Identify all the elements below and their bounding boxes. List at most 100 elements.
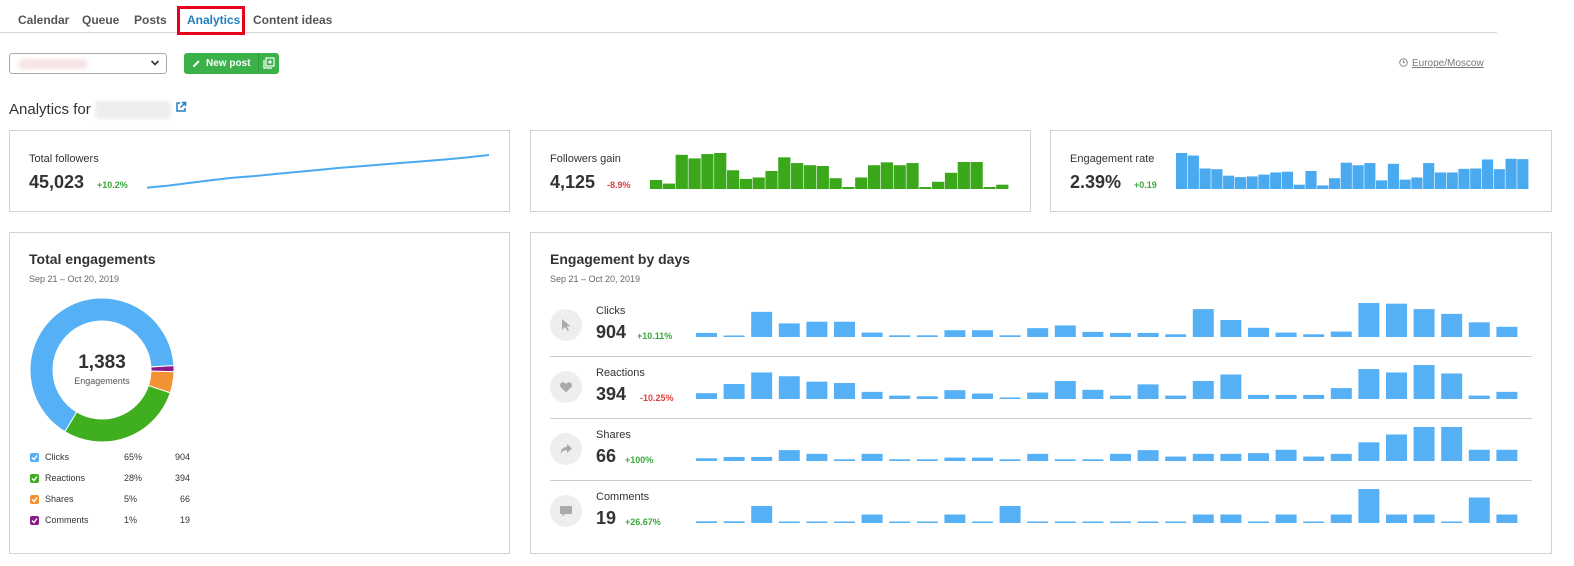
reactions-day-bar[interactable] bbox=[696, 393, 717, 399]
reactions-day-bar[interactable] bbox=[1413, 365, 1435, 399]
followers-gain-bar[interactable] bbox=[906, 163, 919, 189]
reactions-day-bar[interactable] bbox=[751, 372, 773, 399]
reactions-day-bar[interactable] bbox=[806, 381, 828, 399]
shares-day-bar[interactable] bbox=[723, 456, 745, 461]
clicks-day-bar[interactable] bbox=[1441, 313, 1463, 337]
followers-gain-bar[interactable] bbox=[701, 154, 714, 189]
comments-day-bar[interactable] bbox=[1303, 521, 1325, 524]
reactions-day-bar[interactable] bbox=[972, 393, 993, 399]
reactions-day-bar[interactable] bbox=[916, 396, 938, 399]
clicks-day-bar[interactable] bbox=[861, 332, 883, 337]
timezone-link[interactable]: Europe/Moscow bbox=[1399, 58, 1484, 69]
engagement-rate-bar[interactable] bbox=[1481, 159, 1494, 189]
checkbox-icon[interactable] bbox=[30, 474, 39, 483]
engagement-rate-bar[interactable] bbox=[1187, 155, 1199, 189]
comments-day-bar[interactable] bbox=[861, 514, 883, 524]
engagement-rate-bar[interactable] bbox=[1293, 184, 1305, 189]
clicks-day-bar[interactable] bbox=[1468, 322, 1490, 337]
engagement-rate-bar[interactable] bbox=[1446, 172, 1458, 189]
reactions-day-bar[interactable] bbox=[778, 376, 800, 399]
followers-gain-bar[interactable] bbox=[880, 162, 894, 189]
engagement-rate-bar[interactable] bbox=[1470, 168, 1482, 189]
shares-day-bar[interactable] bbox=[1248, 453, 1269, 461]
engagement-rate-bar[interactable] bbox=[1376, 180, 1388, 189]
clicks-day-bar[interactable] bbox=[1165, 334, 1187, 337]
followers-gain-bar[interactable] bbox=[752, 177, 765, 189]
clicks-day-bar[interactable] bbox=[889, 335, 911, 337]
shares-day-bar[interactable] bbox=[1413, 427, 1435, 461]
reactions-day-bar[interactable] bbox=[1386, 372, 1407, 399]
shares-day-bar[interactable] bbox=[861, 453, 883, 461]
reactions-day-bar[interactable] bbox=[1137, 384, 1159, 399]
engagement-rate-bar[interactable] bbox=[1258, 174, 1270, 189]
shares-day-bar[interactable] bbox=[972, 457, 993, 461]
legend-row-clicks[interactable]: Clicks 65% 904 bbox=[30, 452, 190, 466]
comments-day-bar[interactable] bbox=[834, 521, 855, 524]
clicks-day-bar[interactable] bbox=[1303, 334, 1325, 337]
comments-day-bar[interactable] bbox=[1110, 521, 1131, 524]
engagement-rate-bar[interactable] bbox=[1411, 177, 1423, 189]
followers-gain-bar[interactable] bbox=[957, 162, 970, 189]
shares-day-bar[interactable] bbox=[696, 458, 717, 461]
comments-day-bar[interactable] bbox=[1441, 521, 1463, 524]
reactions-day-bar[interactable] bbox=[1110, 395, 1131, 399]
reactions-day-bar[interactable] bbox=[1496, 391, 1518, 399]
comments-day-bar[interactable] bbox=[1330, 514, 1352, 524]
engagement-rate-bar[interactable] bbox=[1223, 175, 1235, 189]
shares-day-bar[interactable] bbox=[1137, 450, 1159, 461]
comments-day-bar[interactable] bbox=[972, 521, 993, 524]
clicks-day-bar[interactable] bbox=[916, 335, 938, 337]
followers-gain-bar[interactable] bbox=[714, 153, 727, 189]
clicks-day-bar[interactable] bbox=[1330, 331, 1352, 337]
followers-gain-bar[interactable] bbox=[855, 177, 868, 189]
engagement-rate-bar[interactable] bbox=[1340, 162, 1352, 189]
engagement-rate-bar[interactable] bbox=[1305, 171, 1317, 189]
checkbox-icon[interactable] bbox=[30, 495, 39, 504]
reactions-day-bar[interactable] bbox=[944, 390, 966, 399]
profile-select[interactable] bbox=[9, 53, 167, 74]
clicks-day-bar[interactable] bbox=[723, 335, 745, 338]
comments-day-bar[interactable] bbox=[806, 521, 828, 524]
comments-day-bar[interactable] bbox=[1220, 514, 1242, 524]
followers-gain-bar[interactable] bbox=[919, 187, 932, 189]
tab-queue[interactable]: Queue bbox=[82, 13, 120, 27]
comments-day-bar[interactable] bbox=[1248, 521, 1269, 524]
engagement-rate-bar[interactable] bbox=[1387, 163, 1399, 189]
shares-day-bar[interactable] bbox=[806, 453, 828, 461]
reactions-day-bar[interactable] bbox=[1441, 373, 1463, 400]
followers-gain-bar[interactable] bbox=[675, 154, 688, 189]
clicks-day-bar[interactable] bbox=[1192, 309, 1214, 337]
comments-day-bar[interactable] bbox=[1137, 521, 1159, 524]
reactions-day-bar[interactable] bbox=[999, 397, 1021, 400]
engagement-rate-bar[interactable] bbox=[1281, 171, 1294, 189]
comments-day-bar[interactable] bbox=[1468, 497, 1490, 524]
tab-content-ideas[interactable]: Content ideas bbox=[253, 13, 333, 27]
reactions-day-bar[interactable] bbox=[1303, 394, 1325, 399]
followers-gain-bar[interactable] bbox=[791, 163, 804, 189]
engagement-rate-bar[interactable] bbox=[1352, 165, 1364, 189]
followers-gain-bar[interactable] bbox=[944, 172, 958, 189]
reactions-day-bar[interactable] bbox=[1054, 380, 1076, 399]
reactions-day-bar[interactable] bbox=[1192, 380, 1214, 399]
clicks-day-bar[interactable] bbox=[696, 332, 717, 337]
followers-gain-bar[interactable] bbox=[893, 165, 906, 189]
legend-row-reactions[interactable]: Reactions 28% 394 bbox=[30, 473, 190, 487]
engagement-rate-bar[interactable] bbox=[1458, 168, 1470, 189]
followers-gain-bar[interactable] bbox=[983, 187, 996, 189]
clicks-day-bar[interactable] bbox=[1386, 303, 1407, 337]
engagement-rate-bar[interactable] bbox=[1270, 172, 1282, 189]
legend-row-comments[interactable]: Comments 1% 19 bbox=[30, 515, 190, 529]
shares-day-bar[interactable] bbox=[778, 450, 800, 461]
engagement-rate-bar[interactable] bbox=[1364, 163, 1376, 189]
comments-day-bar[interactable] bbox=[889, 521, 911, 524]
engagement-rate-bar[interactable] bbox=[1176, 153, 1188, 189]
reactions-day-bar[interactable] bbox=[834, 383, 855, 399]
shares-day-bar[interactable] bbox=[1165, 456, 1187, 461]
shares-day-bar[interactable] bbox=[944, 457, 966, 461]
followers-gain-bar[interactable] bbox=[816, 165, 829, 189]
shares-day-bar[interactable] bbox=[1027, 453, 1049, 461]
followers-gain-bar[interactable] bbox=[842, 187, 855, 189]
clicks-day-bar[interactable] bbox=[944, 330, 966, 337]
comments-day-bar[interactable] bbox=[1082, 521, 1104, 524]
reactions-day-bar[interactable] bbox=[1330, 388, 1352, 399]
